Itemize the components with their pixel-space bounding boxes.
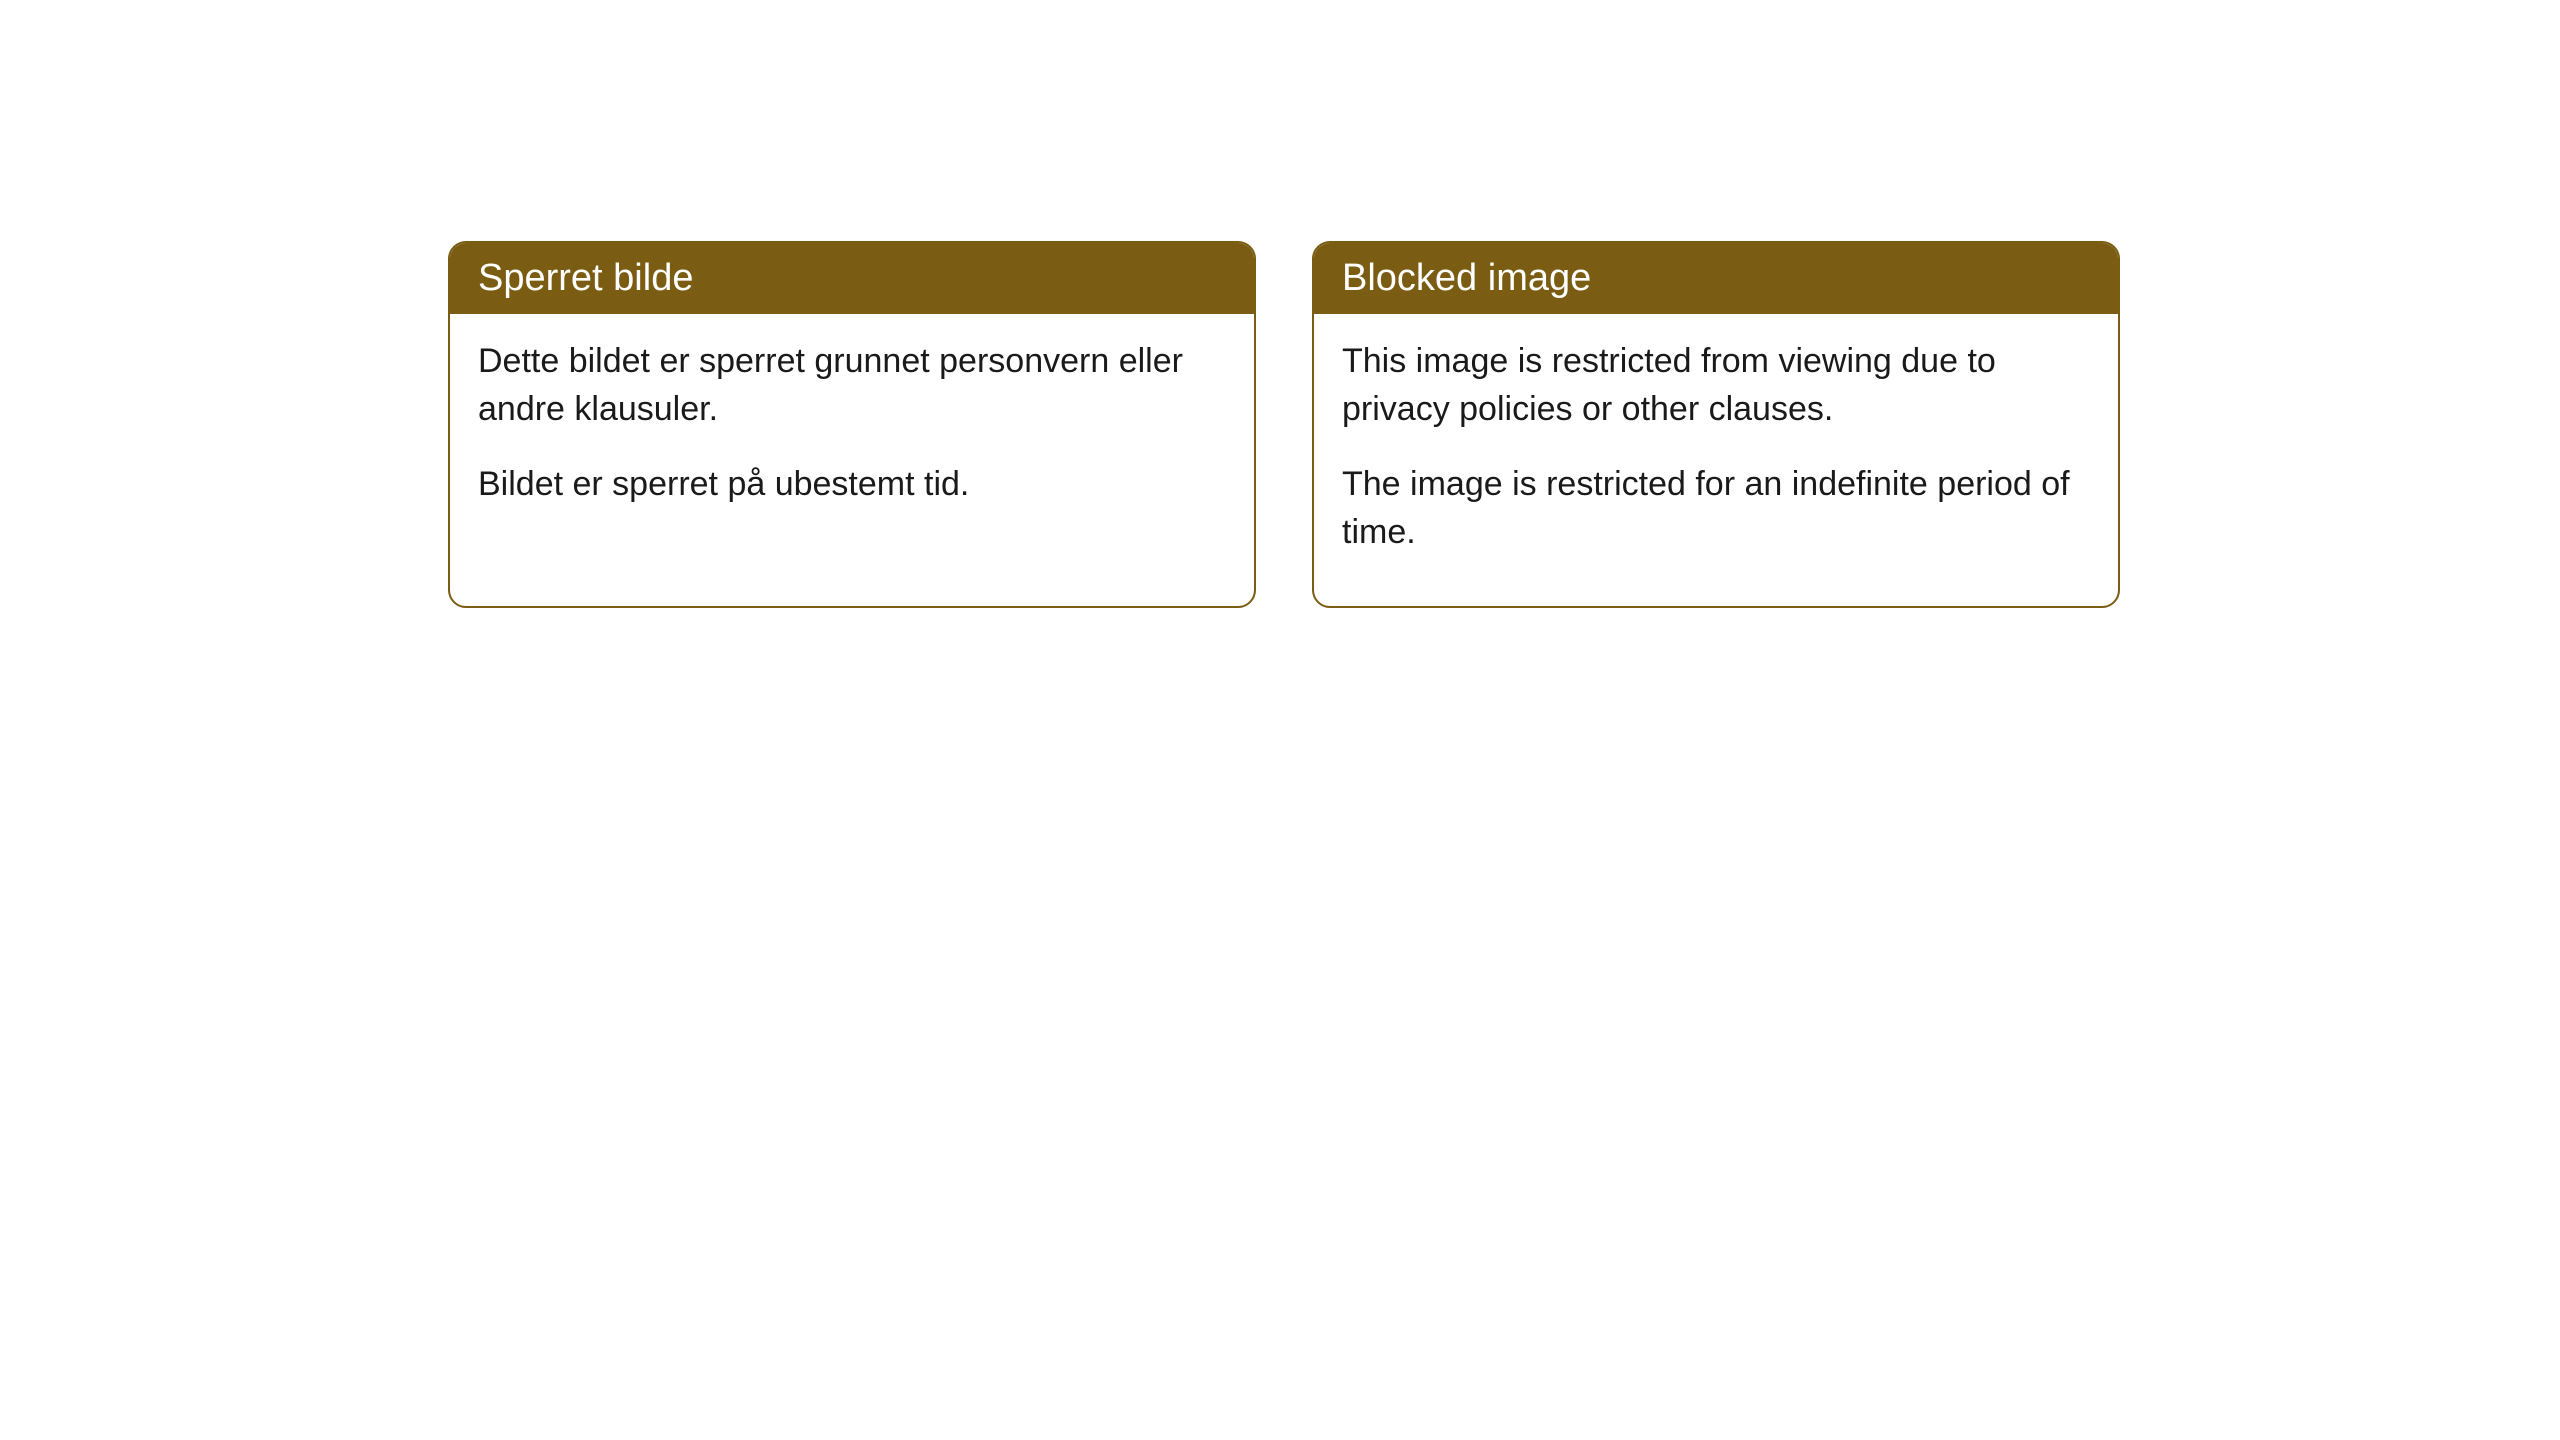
card-body-no: Dette bildet er sperret grunnet personve… xyxy=(450,314,1254,559)
card-text-en-2: The image is restricted for an indefinit… xyxy=(1342,461,2090,556)
card-header-en: Blocked image xyxy=(1314,243,2118,314)
card-text-en-1: This image is restricted from viewing du… xyxy=(1342,338,2090,433)
card-header-no: Sperret bilde xyxy=(450,243,1254,314)
card-title-en: Blocked image xyxy=(1342,257,1591,299)
card-text-no-2: Bildet er sperret på ubestemt tid. xyxy=(478,461,1226,509)
card-title-no: Sperret bilde xyxy=(478,257,693,299)
blocked-image-card-no: Sperret bilde Dette bildet er sperret gr… xyxy=(448,241,1256,608)
blocked-image-card-en: Blocked image This image is restricted f… xyxy=(1312,241,2120,608)
notice-cards-container: Sperret bilde Dette bildet er sperret gr… xyxy=(448,241,2120,608)
card-body-en: This image is restricted from viewing du… xyxy=(1314,314,2118,606)
card-text-no-1: Dette bildet er sperret grunnet personve… xyxy=(478,338,1226,433)
